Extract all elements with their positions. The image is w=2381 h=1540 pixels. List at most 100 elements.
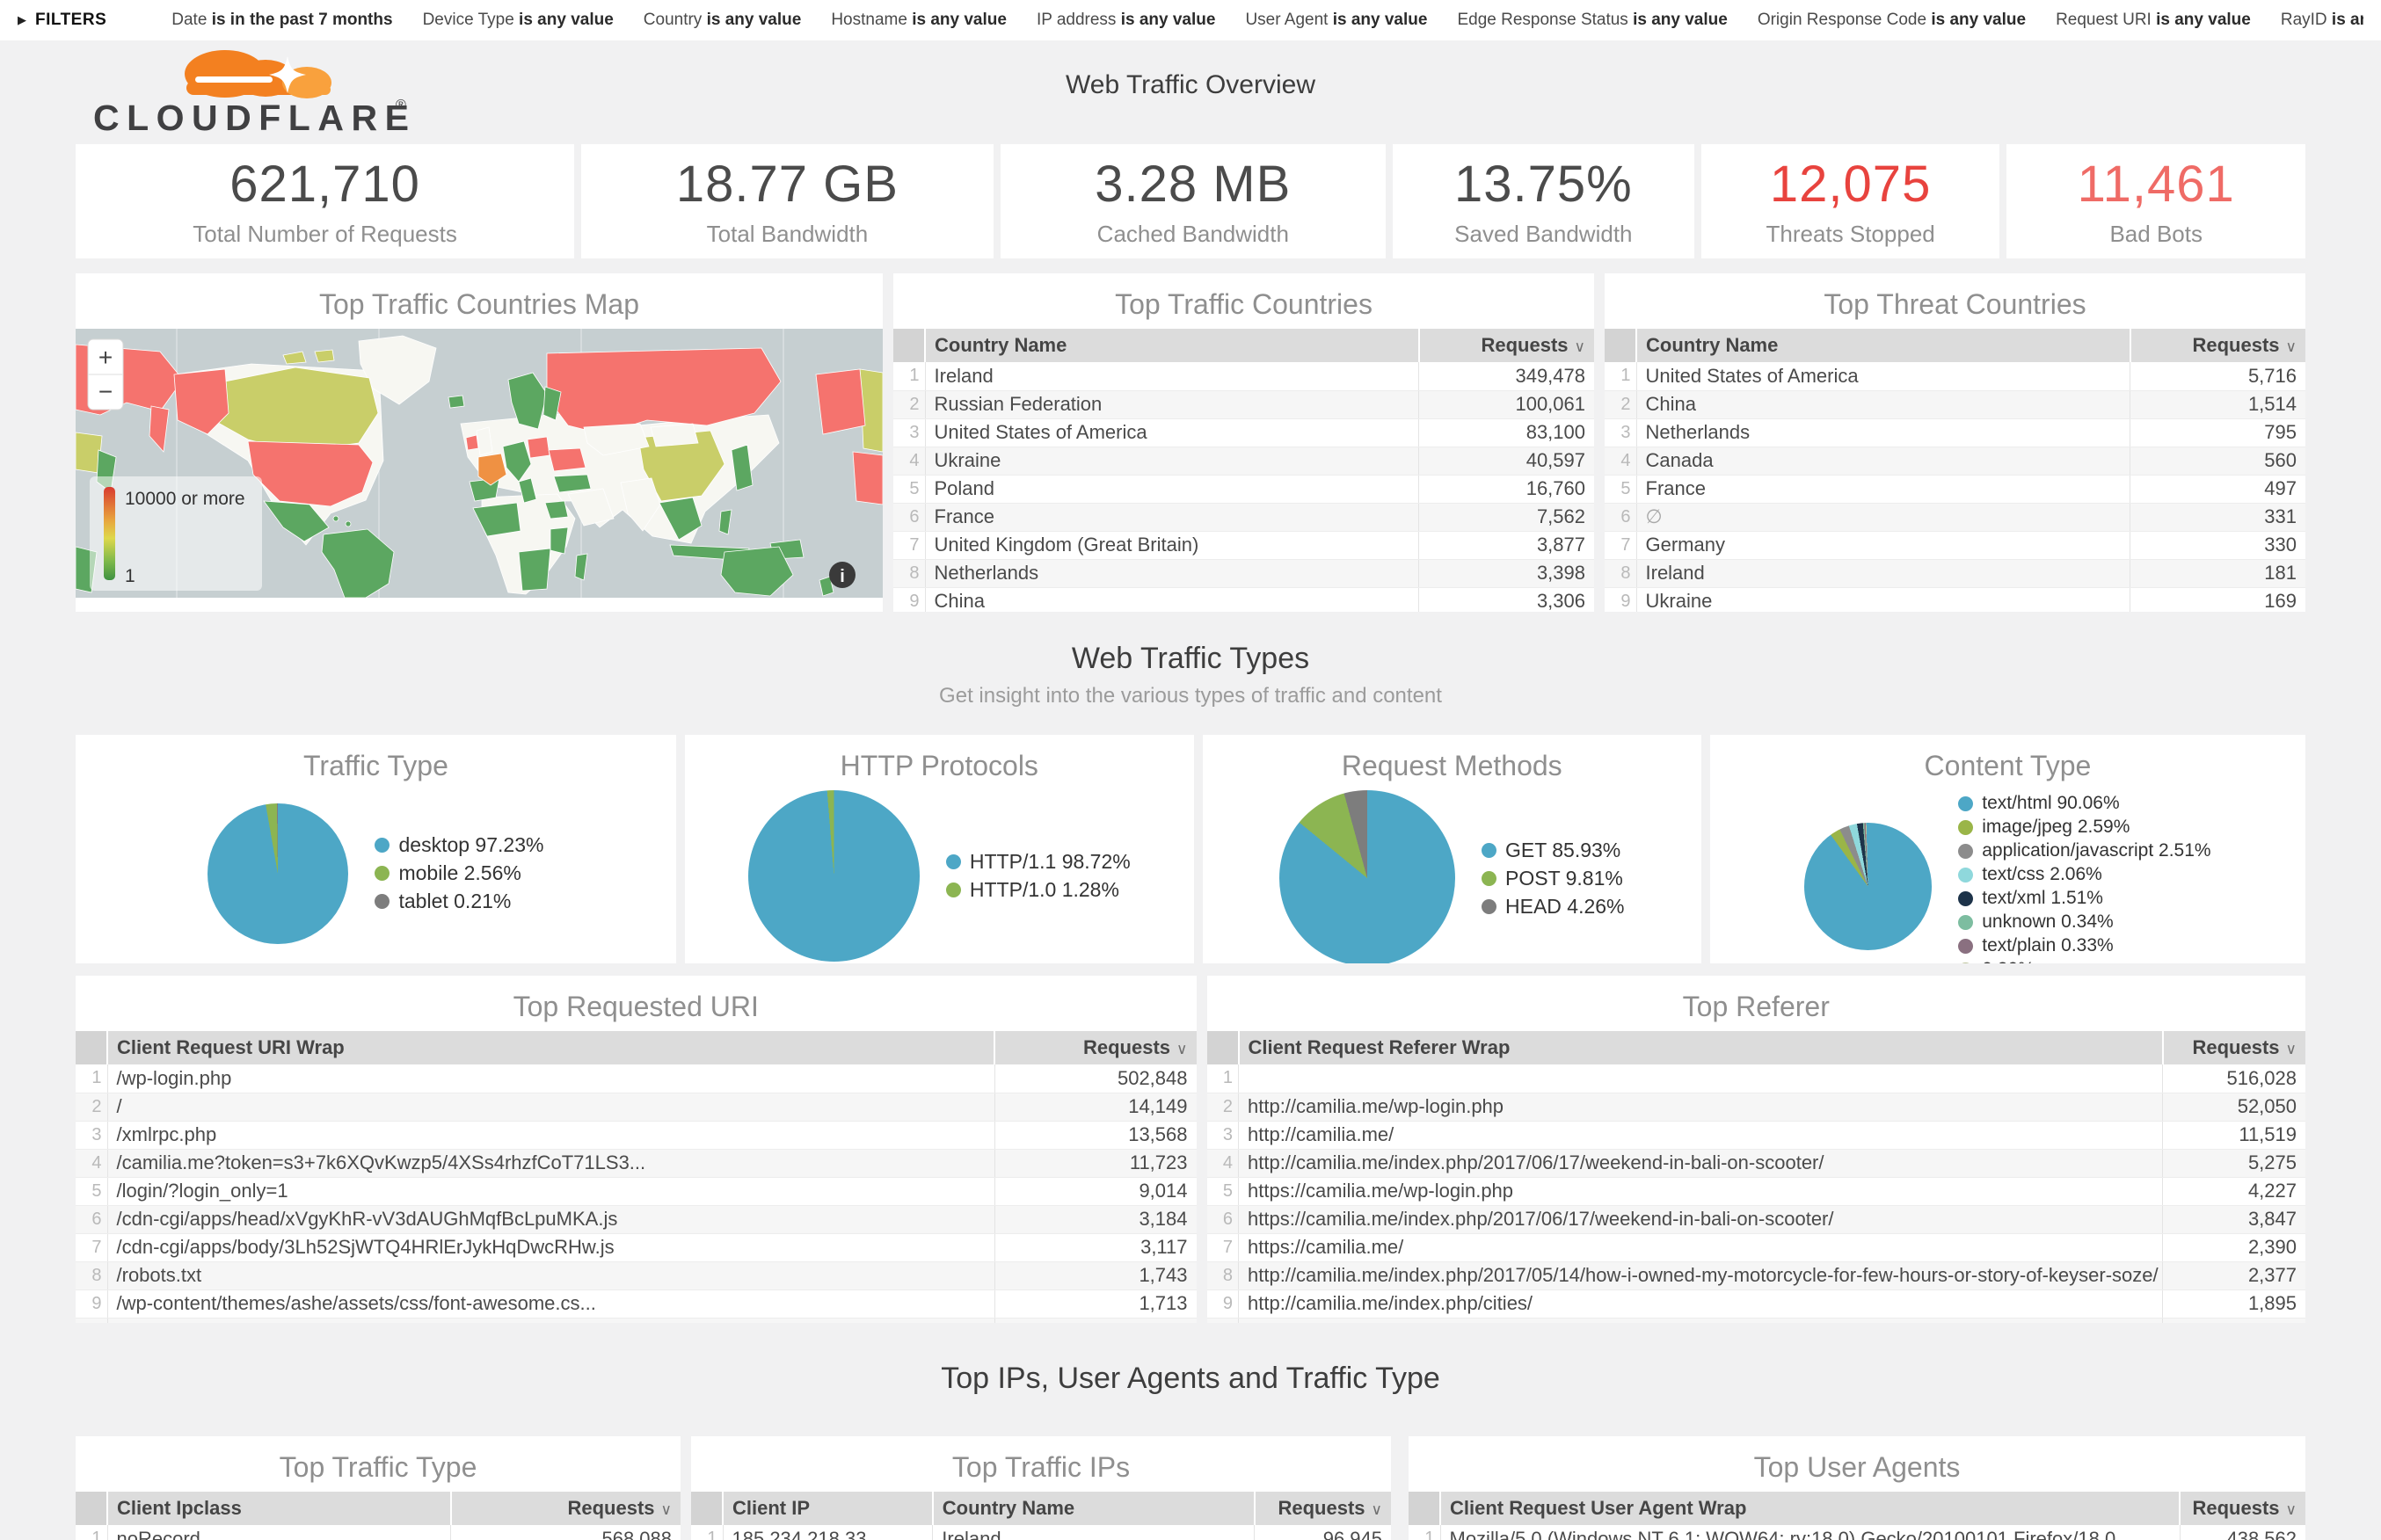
cell: https://camilia.me/index.php/2017/06/17/…: [1237, 1205, 2163, 1234]
pie-chart: [1804, 823, 1933, 950]
cell: http://camilia.me/index.php/cities/: [1237, 1289, 2163, 1318]
column-header[interactable]: Requests ∨: [449, 1492, 681, 1525]
legend-item: text/css 2.06%: [1958, 864, 2210, 885]
column-header[interactable]: Country Name: [931, 1492, 1255, 1525]
filter-item[interactable]: User Agent is any value: [1245, 11, 1428, 29]
sort-desc-icon[interactable]: ∨: [660, 1501, 672, 1518]
filter-item[interactable]: Date is in the past 7 months: [171, 11, 393, 29]
column-header[interactable]: Country Name: [1635, 329, 2130, 362]
filters-label[interactable]: FILTERS: [35, 11, 107, 29]
legend-item: tablet 0.21%: [375, 890, 543, 913]
legend-item: desktop 97.23%: [375, 833, 543, 857]
sort-desc-icon[interactable]: ∨: [2285, 1501, 2297, 1518]
cell: 185.234.218.33: [722, 1525, 933, 1540]
cell: ∅: [1635, 503, 2130, 532]
cell: 1,713: [994, 1289, 1197, 1318]
stat-value: 18.77 GB: [675, 156, 899, 213]
row-number: 8: [76, 1261, 107, 1290]
column-header[interactable]: Client Request User Agent Wrap: [1438, 1492, 2181, 1525]
filter-item[interactable]: Device Type is any value: [422, 11, 614, 29]
table-row: 10/wp-content/themes/ashe/assets/js/them…: [76, 1318, 1197, 1323]
row-number: 1: [1605, 362, 1636, 391]
column-header[interactable]: Client Request URI Wrap: [106, 1031, 995, 1064]
legend-item: HTTP/1.0 1.28%: [945, 878, 1131, 902]
legend-item: POST 9.81%: [1482, 867, 1625, 890]
cell: http://camilia.me/index.php/2017/05/14/h…: [1237, 1261, 2163, 1290]
table-row: 4 Canada 560: [1605, 447, 2305, 476]
cell: France: [1635, 475, 2130, 504]
sort-desc-icon[interactable]: ∨: [1371, 1501, 1382, 1518]
row-number: 5: [893, 475, 925, 504]
legend-item: 0.20%: [1958, 959, 2210, 963]
column-header[interactable]: Requests ∨: [1253, 1492, 1391, 1525]
row-number-header: [76, 1031, 107, 1064]
stats-row: 621,710 Total Number of Requests 18.77 GB T…: [76, 144, 2306, 258]
legend-swatch-icon: [1958, 819, 1974, 835]
cell: 516,028: [2162, 1064, 2305, 1093]
column-header[interactable]: Client Request Referer Wrap: [1237, 1031, 2163, 1064]
sort-desc-icon[interactable]: ∨: [2285, 1041, 2297, 1057]
table-row: 8 Netherlands 3,398: [893, 559, 1594, 588]
column-header[interactable]: Requests ∨: [2129, 329, 2305, 362]
filter-item[interactable]: Hostname is any value: [831, 11, 1007, 29]
cell: 4,227: [2162, 1177, 2305, 1206]
filter-item[interactable]: Origin Response Code is any value: [1757, 11, 2027, 29]
filter-item[interactable]: IP address is any value: [1036, 11, 1216, 29]
pie-chart-area: GET 85.93% POST 9.81% HEAD 4.26%: [1203, 790, 1701, 963]
table-row: 10http://camilia.me/index.php/about/1,47…: [1206, 1318, 2305, 1323]
sort-desc-icon[interactable]: ∨: [1574, 338, 1585, 355]
filters-expand-icon[interactable]: ▶: [18, 13, 26, 26]
cell: Ireland: [1635, 559, 2130, 588]
filter-item[interactable]: Country is any value: [643, 11, 802, 29]
cell: 11,519: [2162, 1121, 2305, 1150]
top-traffic-type-card: Top Traffic Type Client Ipclass Requests ∨…: [76, 1436, 681, 1540]
cell: http://camilia.me/index.php/2017/06/17/w…: [1237, 1149, 2163, 1178]
legend-swatch-icon: [1482, 898, 1496, 914]
cloudflare-cloud-icon: [185, 50, 331, 98]
cell: https://camilia.me/: [1237, 1233, 2163, 1262]
world-choropleth-map[interactable]: + −: [76, 329, 883, 599]
sort-desc-icon[interactable]: ∨: [1176, 1041, 1188, 1057]
pie-chart-title: Request Methods: [1341, 750, 1562, 781]
sort-desc-icon[interactable]: ∨: [2285, 338, 2297, 355]
legend-item: text/xml 1.51%: [1958, 888, 2210, 909]
cell: 438,562: [2179, 1525, 2305, 1540]
row-number: 1: [76, 1525, 107, 1540]
column-header[interactable]: Client IP: [722, 1492, 933, 1525]
pie-chart: [747, 790, 920, 962]
map-info-button[interactable]: i: [829, 562, 856, 588]
column-header[interactable]: Requests ∨: [2161, 1031, 2305, 1064]
row-number: 1: [893, 362, 925, 391]
stat-tile: 18.77 GB Total Bandwidth: [581, 144, 994, 258]
cell: Netherlands: [1635, 418, 2130, 447]
cell: 3,306: [1418, 587, 1594, 612]
stat-tile: 12,075 Threats Stopped: [1700, 144, 2000, 258]
cell: 40,597: [1418, 447, 1594, 476]
dashboard-header: CLOUDFLARE ® Web Traffic Overview: [76, 40, 2305, 144]
top-traffic-type-table: Client Ipclass Requests ∨ 1 noRecord 568,088: [76, 1492, 681, 1540]
registered-mark: ®: [396, 98, 406, 113]
map-zoom-out-button[interactable]: −: [98, 378, 113, 405]
legend-max-label: 10000 or more: [125, 489, 245, 509]
map-zoom-control: + −: [87, 338, 124, 410]
cell: United States of America: [1635, 362, 2130, 391]
legend-swatch-icon: [375, 894, 390, 909]
column-header[interactable]: Client Ipclass: [106, 1492, 451, 1525]
cell: Canada: [1635, 447, 2130, 476]
row-number: 2: [76, 1093, 107, 1122]
column-header[interactable]: Requests ∨: [2179, 1492, 2305, 1525]
legend-label: text/css 2.06%: [1982, 864, 2102, 884]
section-subtitle: Get insight into the various types of tr…: [939, 684, 1442, 708]
filter-item[interactable]: Request URI is any value: [2056, 11, 2251, 29]
stat-value: 13.75%: [1453, 156, 1633, 213]
column-header[interactable]: Country Name: [924, 329, 1419, 362]
stat-tile: 621,710 Total Number of Requests: [76, 144, 575, 258]
legend-swatch-icon: [1958, 867, 1974, 883]
filter-item[interactable]: RayID is any value: [2280, 11, 2363, 29]
cell: 3,398: [1418, 559, 1594, 588]
map-zoom-in-button[interactable]: +: [98, 344, 113, 371]
column-header[interactable]: Requests ∨: [994, 1031, 1197, 1064]
cell: 5,275: [2162, 1149, 2305, 1178]
column-header[interactable]: Requests ∨: [1417, 329, 1594, 362]
filter-item[interactable]: Edge Response Status is any value: [1457, 11, 1728, 29]
